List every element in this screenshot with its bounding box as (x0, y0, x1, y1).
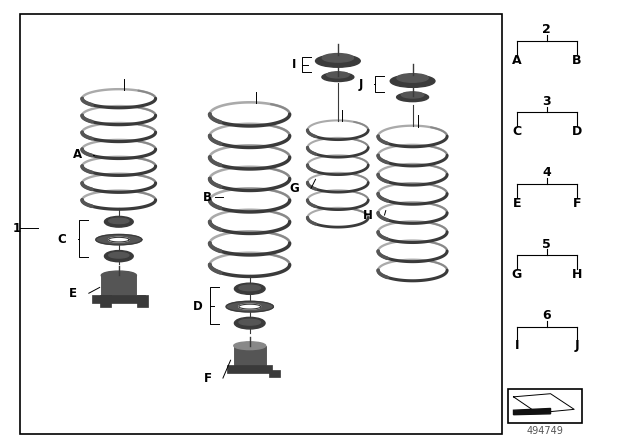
Text: H: H (363, 209, 373, 222)
Text: E: E (69, 287, 77, 300)
Bar (227, 366, 272, 373)
Ellipse shape (234, 342, 266, 349)
Text: H: H (572, 268, 582, 281)
Text: C: C (512, 125, 521, 138)
Text: J: J (358, 78, 363, 90)
Bar (100, 296, 111, 306)
Bar (20, 14, 502, 434)
Ellipse shape (390, 75, 435, 87)
Text: A: A (512, 54, 522, 67)
Ellipse shape (234, 283, 265, 294)
Bar (138, 296, 148, 306)
Text: 6: 6 (542, 309, 551, 322)
Ellipse shape (239, 285, 260, 291)
Text: 4: 4 (542, 166, 551, 179)
Text: 3: 3 (542, 95, 551, 108)
Ellipse shape (109, 237, 129, 242)
Bar (508, 389, 582, 423)
Text: F: F (572, 197, 581, 210)
Polygon shape (513, 394, 574, 413)
Ellipse shape (401, 92, 424, 98)
Text: B: B (202, 191, 211, 204)
Bar (93, 296, 145, 303)
Ellipse shape (239, 319, 260, 325)
Text: G: G (290, 182, 300, 195)
Ellipse shape (326, 72, 349, 78)
Text: 5: 5 (542, 237, 551, 250)
Ellipse shape (104, 216, 133, 227)
Polygon shape (513, 409, 550, 415)
Text: F: F (204, 371, 211, 384)
Text: 1: 1 (13, 222, 20, 235)
Text: 2: 2 (542, 23, 551, 36)
Text: C: C (58, 233, 67, 246)
Ellipse shape (109, 218, 129, 224)
Text: D: D (572, 125, 582, 138)
Text: G: G (511, 268, 522, 281)
Text: I: I (515, 340, 519, 353)
Bar (269, 370, 280, 377)
Ellipse shape (397, 93, 429, 102)
Ellipse shape (226, 301, 273, 312)
Ellipse shape (397, 73, 428, 82)
Ellipse shape (101, 271, 136, 280)
Ellipse shape (322, 54, 353, 62)
Text: D: D (193, 300, 202, 313)
Bar (101, 276, 136, 296)
Ellipse shape (109, 253, 129, 258)
Ellipse shape (104, 250, 133, 262)
Ellipse shape (316, 55, 360, 67)
Text: 494749: 494749 (527, 426, 564, 436)
Bar (234, 346, 266, 366)
Ellipse shape (322, 73, 354, 82)
Text: A: A (74, 148, 83, 161)
Ellipse shape (239, 304, 260, 309)
Text: J: J (575, 340, 579, 353)
Text: B: B (572, 54, 582, 67)
Ellipse shape (234, 317, 265, 329)
Text: I: I (292, 58, 296, 71)
Ellipse shape (96, 234, 142, 245)
Text: E: E (513, 197, 521, 210)
